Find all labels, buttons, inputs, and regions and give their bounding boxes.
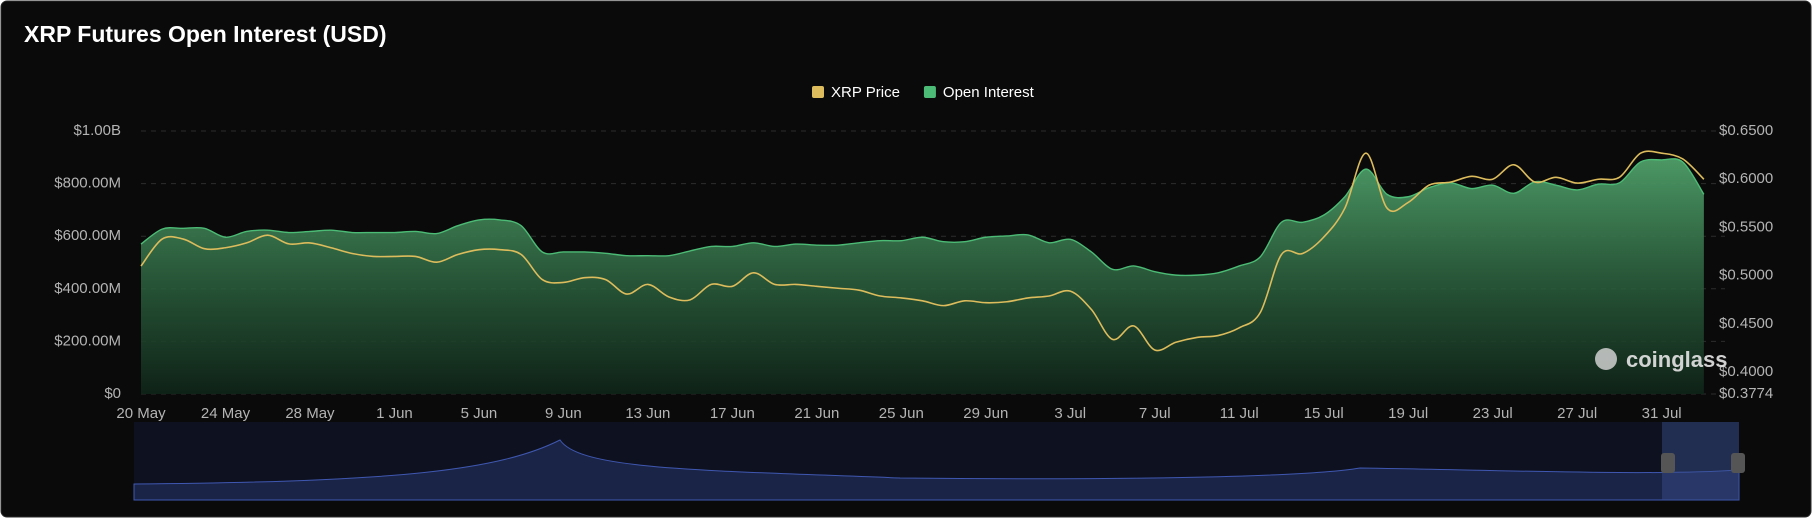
- x-tick-label: 31 Jul: [1642, 405, 1682, 422]
- navigator-overview: [133, 439, 1740, 501]
- legend-swatch: [812, 86, 824, 98]
- watermark-logo: [1595, 348, 1617, 370]
- y2-tick-label: $0.6000: [1719, 170, 1773, 187]
- x-tick-label: 13 Jun: [625, 405, 670, 422]
- x-tick-label: 29 Jun: [963, 405, 1008, 422]
- area: [141, 158, 1704, 394]
- x-tick-label: 21 Jun: [794, 405, 839, 422]
- x-tick-label: 15 Jul: [1304, 405, 1344, 422]
- watermark: coinglass: [1595, 347, 1727, 372]
- y2-tick-label: $0.5000: [1719, 267, 1773, 284]
- navigator[interactable]: [133, 422, 1745, 501]
- legend-swatch: [923, 86, 936, 98]
- x-tick-label: 19 Jul: [1388, 405, 1428, 422]
- y2-tick-label: $0.4500: [1719, 315, 1773, 332]
- y-tick-label: $1.00B: [73, 122, 121, 139]
- y2-tick-label: $0.4000: [1719, 363, 1773, 380]
- y2-tick-label: $0.6500: [1719, 122, 1773, 139]
- x-tick-label: 23 Jul: [1473, 405, 1513, 422]
- x-tick-label: 27 Jul: [1557, 405, 1597, 422]
- x-tick-label: 7 Jul: [1139, 405, 1171, 422]
- labels: $0 $200.00M $400.00M $600.00M $800.00M $1.00B…: [54, 122, 1773, 422]
- chart-title: XRP Futures Open Interest (USD): [24, 21, 387, 47]
- x-tick-label: 20 May: [116, 405, 166, 422]
- legend-label: Open Interest: [943, 84, 1035, 101]
- legend: XRP Price Open Interest: [812, 84, 1035, 101]
- y2-tick-label: $0.3774: [1719, 385, 1773, 402]
- x-tick-label: 24 May: [201, 405, 251, 422]
- x-tick-label: 9 Jun: [545, 405, 582, 422]
- y-tick-label: $800.00M: [54, 175, 121, 192]
- y-tick-label: $200.00M: [54, 332, 121, 349]
- navigator-handle-right[interactable]: [1731, 453, 1745, 473]
- x-tick-label: 5 Jun: [461, 405, 498, 422]
- legend-label: XRP Price: [831, 84, 900, 101]
- x-tick-label: 3 Jul: [1054, 405, 1086, 422]
- x-tick-label: 25 Jun: [879, 405, 924, 422]
- line: [140, 150, 1705, 352]
- x-tick-label: 1 Jun: [376, 405, 413, 422]
- y-tick-label: $0: [104, 385, 121, 402]
- navigator-handle-left[interactable]: [1661, 453, 1675, 473]
- y-tick-label: $600.00M: [54, 227, 121, 244]
- plot: [140, 150, 1705, 394]
- y2-tick-label: $0.5500: [1719, 218, 1773, 235]
- x-tick-label: 28 May: [285, 405, 335, 422]
- watermark-text: coinglass: [1626, 347, 1727, 372]
- y-tick-label: $400.00M: [54, 280, 121, 297]
- x-tick-label: 17 Jun: [710, 405, 755, 422]
- x-tick-label: 11 Jul: [1220, 405, 1259, 422]
